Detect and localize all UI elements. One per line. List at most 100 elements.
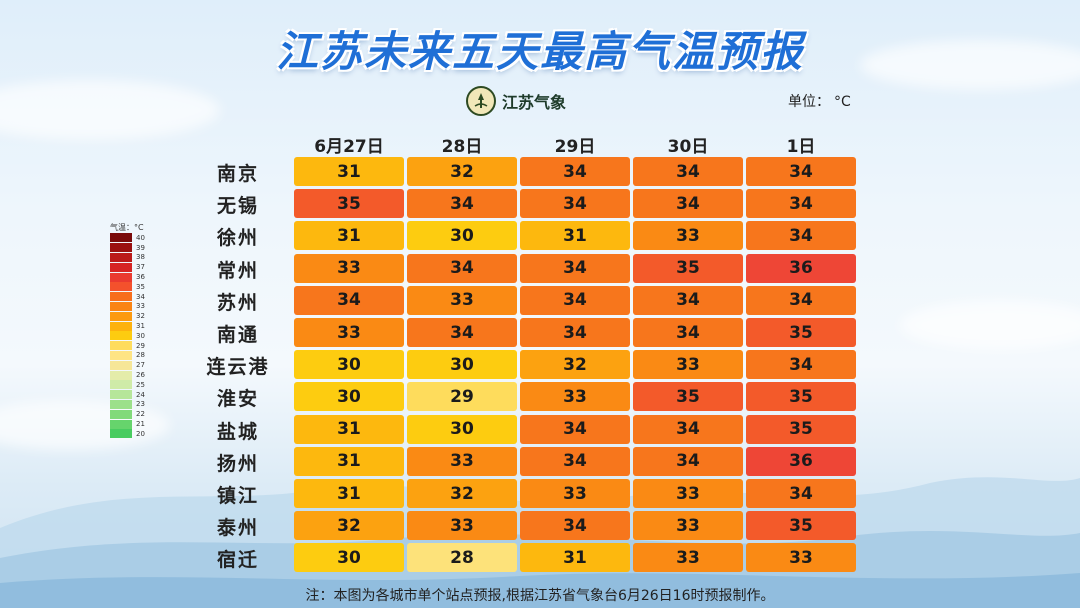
temperature-cell: 34 [633,318,743,347]
legend-label: 20 [136,429,145,438]
temperature-cell: 34 [520,511,630,541]
temperature-cell: 34 [746,221,856,251]
legend-entry: 30 [110,331,150,341]
weather-bureau-emblem-icon [466,86,496,116]
legend-label: 31 [136,322,145,331]
legend-entry: 39 [110,243,150,253]
temperature-cell: 33 [294,318,404,347]
legend-swatch [110,360,132,370]
legend-label: 33 [136,302,145,311]
legend-entry: 26 [110,370,150,380]
legend-label: 36 [136,273,145,282]
temperature-cell: 34 [294,285,404,315]
legend-label: 35 [136,282,145,291]
legend-swatch [110,390,132,400]
column-header: 1日 [786,137,816,157]
temperature-cell: 33 [633,511,743,541]
legend-swatch [110,282,132,292]
temperature-cell: 33 [633,543,743,573]
temperature-cell: 34 [746,479,856,508]
temperature-cell: 30 [407,221,517,251]
legend-swatch [110,262,132,272]
legend-swatch [110,311,132,321]
legend-label: 22 [136,410,145,419]
legend-entry: 34 [110,292,150,302]
legend-swatch [110,419,132,429]
temperature-cell: 33 [520,382,630,412]
unit-prefix: 单位： [788,94,830,110]
legend-entry: 21 [110,419,150,429]
temperature-cell: 31 [294,414,404,444]
legend-swatch [110,341,132,351]
temperature-cell: 34 [407,318,517,347]
temperature-cell: 35 [746,511,856,541]
column-header: 6月27日 [314,137,384,157]
city-label: 宿迁 [216,549,259,572]
legend-entry: 22 [110,409,150,419]
temperature-cell: 34 [746,285,856,315]
legend-entry: 36 [110,272,150,282]
city-label: 南通 [216,324,259,346]
legend-entry: 25 [110,380,150,390]
legend-label: 30 [136,331,145,340]
page-title: 江苏未来五天最高气温预报 [275,27,804,76]
temperature-cell: 31 [294,157,404,186]
background-cloud [0,80,220,140]
temperature-cell: 32 [407,479,517,508]
legend-label: 29 [136,341,145,350]
unit-label: 单位： °C [788,91,851,111]
temperature-cell: 34 [746,157,856,186]
legend-swatch [110,331,132,341]
legend-swatch [110,301,132,311]
city-label: 无锡 [216,195,259,218]
temperature-cell: 34 [520,285,630,315]
background-cloud [860,40,1080,90]
legend-entry: 31 [110,321,150,331]
temperature-cell: 33 [746,543,856,573]
temperature-cell: 33 [633,479,743,508]
background-cloud [0,400,170,450]
legend-swatch [110,243,132,253]
temperature-cell: 34 [633,414,743,444]
city-label: 南京 [216,163,259,185]
city-label: 盐城 [216,420,259,443]
legend-label: 28 [136,351,145,360]
footnote: 注：本图为各城市单个站点预报,根据江苏省气象台6月26日16时预报制作。 [305,588,775,604]
legend-swatch [110,350,132,360]
legend-entry: 27 [110,360,150,370]
legend-swatch [110,292,132,302]
legend-swatch [110,272,132,282]
legend-entry: 32 [110,311,150,321]
temperature-cell: 30 [407,350,517,380]
temperature-cell: 32 [407,157,517,186]
temperature-cell: 36 [746,446,856,476]
temperature-legend: 气温：°C 40 39 38 37 36 35 34 33 32 31 30 29 28 27 26 25 24… [110,222,150,439]
legend-label: 27 [136,361,145,370]
temperature-cell: 30 [294,543,404,573]
temperature-cell: 34 [633,285,743,315]
logo: 江苏气象 [466,84,566,118]
legend-label: 23 [136,400,145,409]
legend-entry: 29 [110,341,150,351]
temperature-cell: 34 [633,189,743,219]
legend-swatch [110,321,132,331]
city-label: 常州 [216,259,259,282]
legend-swatch [110,252,132,262]
city-label: 连云港 [206,356,270,379]
legend-swatch [110,370,132,380]
logo-text: 江苏气象 [502,93,567,112]
legend-label: 26 [136,371,145,380]
legend-swatch [110,380,132,390]
legend-swatch [110,409,132,419]
column-header: 28日 [441,137,483,157]
temperature-cell: 35 [633,382,743,412]
temperature-cell: 35 [746,382,856,412]
legend-label: 40 [136,233,145,242]
temperature-cell: 31 [294,446,404,476]
temperature-cell: 32 [520,350,630,380]
temperature-cell: 33 [294,253,404,283]
temperature-cell: 35 [294,189,404,219]
temperature-cell: 34 [520,318,630,347]
legend-label: 21 [136,420,145,429]
temperature-cell: 34 [407,253,517,283]
